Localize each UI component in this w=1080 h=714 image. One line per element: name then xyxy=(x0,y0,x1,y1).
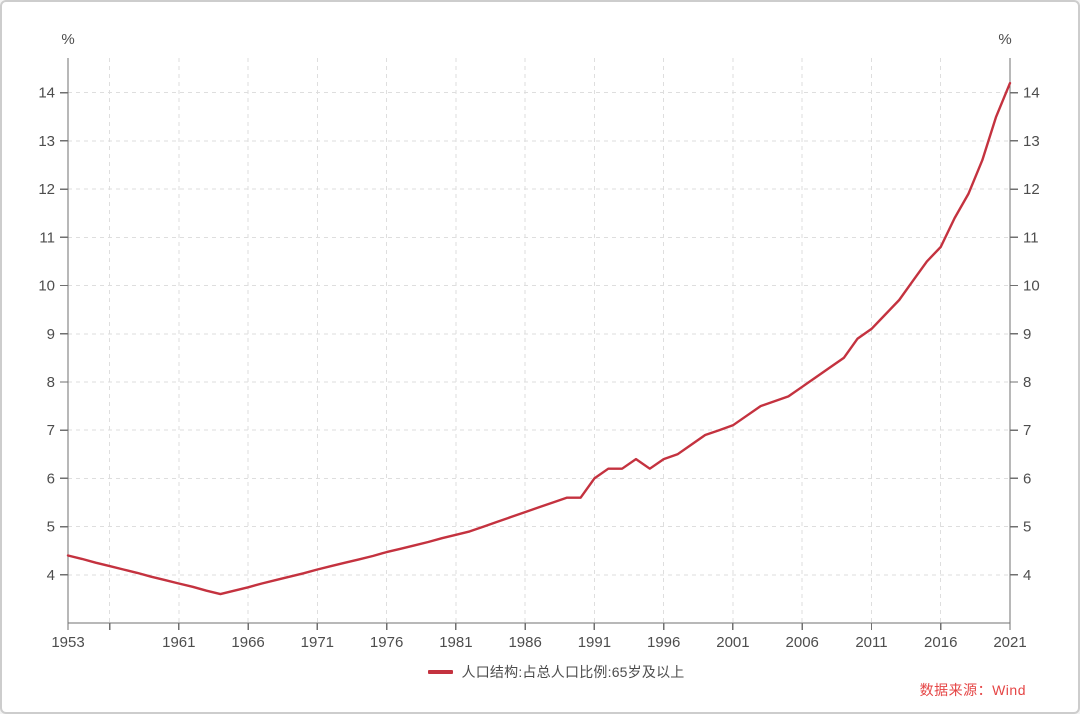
tick-marks xyxy=(60,92,1018,630)
y-tick-label-right: 6 xyxy=(1023,470,1031,487)
y-tick-label-left: 6 xyxy=(47,470,55,487)
y-tick-label-right: 10 xyxy=(1023,278,1040,295)
x-tick-label: 2021 xyxy=(993,634,1026,651)
x-tick-label: 1961 xyxy=(162,634,195,651)
y-tick-label-left: 7 xyxy=(47,422,55,439)
x-tick-label: 1981 xyxy=(439,634,472,651)
axes xyxy=(67,58,1011,624)
x-tick-label: 2006 xyxy=(786,634,819,651)
x-tick-label: 2001 xyxy=(716,634,749,651)
y-tick-label-left: 11 xyxy=(39,229,55,246)
x-tick-label: 1986 xyxy=(508,634,541,651)
legend: 人口结构:占总人口比例:65岁及以上 xyxy=(16,661,1080,683)
data-source-label: 数据来源：Wind xyxy=(919,682,1026,698)
y-tick-label-left: 8 xyxy=(47,374,55,391)
y-tick-label-right: 8 xyxy=(1023,374,1031,391)
x-tick-label: 1953 xyxy=(51,634,84,651)
x-tick-label: 1996 xyxy=(647,634,680,651)
y-tick-label-left: 13 xyxy=(38,133,55,150)
series-line xyxy=(66,81,1012,596)
x-tick-label: 1976 xyxy=(370,634,403,651)
y-tick-label-left: 9 xyxy=(47,326,55,343)
y-tick-label-left: 14 xyxy=(38,85,55,102)
legend-label: 人口结构:占总人口比例:65岁及以上 xyxy=(461,664,685,680)
x-tick-label: 1971 xyxy=(301,634,334,651)
x-tick-label: 2016 xyxy=(924,634,957,651)
y-tick-label-right: 14 xyxy=(1023,85,1040,102)
y-tick-label-left: 5 xyxy=(47,519,55,536)
percent-label-left: % xyxy=(61,31,74,48)
tick-labels: 1953 1961 1966 1971 1976 1981 1986 1991 1996 2001… xyxy=(38,85,1039,651)
y-tick-label-right: 5 xyxy=(1023,519,1031,536)
x-tick-label: 1991 xyxy=(578,634,611,651)
y-tick-label-left: 4 xyxy=(47,567,55,584)
legend-line-swatch xyxy=(427,670,453,674)
x-tick-label: 2011 xyxy=(855,634,887,651)
y-tick-label-left: 12 xyxy=(38,181,55,198)
y-tick-label-right: 11 xyxy=(1023,229,1039,246)
y-tick-label-right: 7 xyxy=(1023,422,1031,439)
y-tick-label-right: 4 xyxy=(1023,567,1031,584)
percent-label-right: % xyxy=(998,31,1011,48)
y-tick-label-right: 12 xyxy=(1023,181,1040,198)
x-tick-label: 1966 xyxy=(231,634,264,651)
y-tick-label-right: 9 xyxy=(1023,326,1031,343)
y-tick-label-right: 13 xyxy=(1023,133,1040,150)
gridlines xyxy=(68,58,1010,623)
y-tick-label-left: 10 xyxy=(38,278,55,295)
